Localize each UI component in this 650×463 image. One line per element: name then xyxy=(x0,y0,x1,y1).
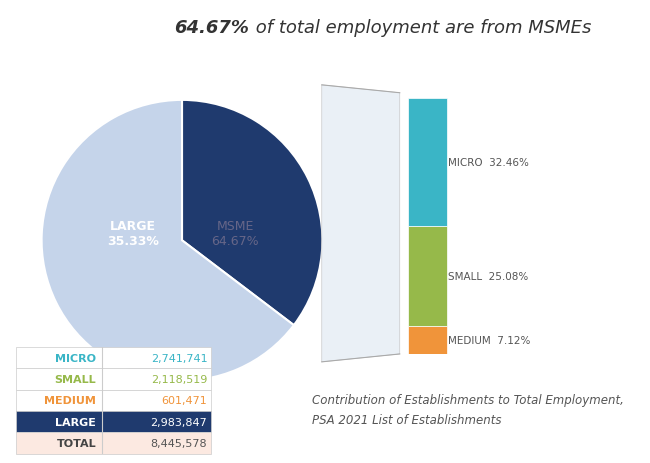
Bar xyxy=(16,369,211,390)
Bar xyxy=(408,99,447,227)
Bar xyxy=(16,390,211,411)
Wedge shape xyxy=(182,100,322,325)
Text: MICRO: MICRO xyxy=(55,353,96,363)
Text: 64.67%: 64.67% xyxy=(174,19,249,37)
Text: 601,471: 601,471 xyxy=(162,395,207,406)
Polygon shape xyxy=(322,86,400,362)
Text: 2,983,847: 2,983,847 xyxy=(151,417,207,427)
Text: SMALL: SMALL xyxy=(55,374,96,384)
Bar xyxy=(16,432,211,454)
Text: MEDIUM  7.12%: MEDIUM 7.12% xyxy=(448,335,531,345)
Text: Contribution of Establishments to Total Employment,
PSA 2021 List of Establishme: Contribution of Establishments to Total … xyxy=(312,393,624,426)
Text: MICRO  32.46%: MICRO 32.46% xyxy=(448,158,529,168)
Bar xyxy=(408,326,447,354)
Text: MSME
64.67%: MSME 64.67% xyxy=(211,220,259,248)
Text: LARGE: LARGE xyxy=(55,417,96,427)
Text: TOTAL: TOTAL xyxy=(57,438,96,448)
Text: 8,445,578: 8,445,578 xyxy=(151,438,207,448)
Bar xyxy=(408,227,447,326)
Text: 2,118,519: 2,118,519 xyxy=(151,374,207,384)
Bar xyxy=(16,411,211,432)
Text: of total employment are from MSMEs: of total employment are from MSMEs xyxy=(250,19,592,37)
Bar xyxy=(16,347,211,369)
Text: MEDIUM: MEDIUM xyxy=(44,395,96,406)
Text: 2,741,741: 2,741,741 xyxy=(151,353,207,363)
Wedge shape xyxy=(42,100,294,381)
Text: LARGE
35.33%: LARGE 35.33% xyxy=(107,220,159,248)
Text: SMALL  25.08%: SMALL 25.08% xyxy=(448,271,528,282)
